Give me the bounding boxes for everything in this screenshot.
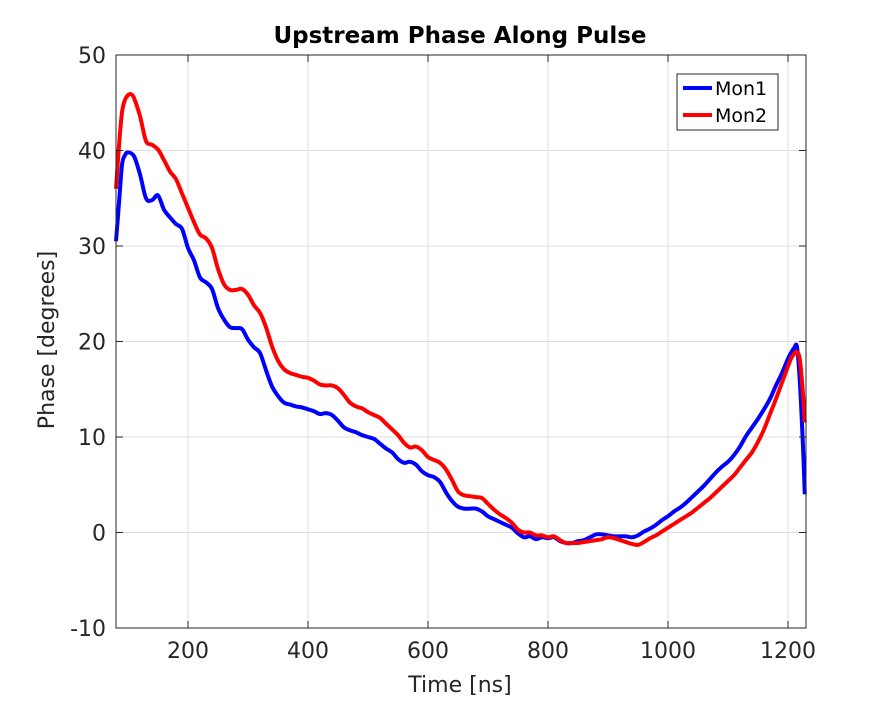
axis-ticks	[116, 54, 806, 629]
y-tick-label: 10	[78, 426, 106, 451]
y-tick-labels: -10 0 10 20 30 40 50	[70, 44, 106, 642]
y-tick-label: 50	[78, 44, 106, 69]
series-line-mon1	[114, 150, 807, 546]
chart-title: Upstream Phase Along Pulse	[273, 23, 646, 49]
x-tick-label: 800	[527, 639, 569, 664]
legend: Mon1 Mon2	[676, 73, 779, 131]
y-tick-label: 40	[78, 140, 106, 165]
x-tick-label: 1200	[760, 639, 816, 664]
legend-label-mon1: Mon1	[715, 78, 767, 100]
y-axis-label: Phase [degrees]	[35, 251, 60, 429]
x-tick-label: 400	[287, 639, 329, 664]
y-tick-label: 20	[78, 331, 106, 356]
x-tick-labels: 200 400 600 800 1000 1200	[167, 639, 816, 664]
x-axis-label: Time [ns]	[407, 673, 511, 698]
y-tick-label: -10	[70, 617, 106, 642]
series-line-mon2	[114, 91, 807, 547]
series-lines	[114, 91, 807, 547]
y-tick-label: 0	[92, 522, 106, 547]
y-tick-label: 30	[78, 235, 106, 260]
x-tick-label: 600	[407, 639, 449, 664]
legend-label-mon2: Mon2	[715, 105, 767, 127]
x-tick-label: 200	[167, 639, 209, 664]
x-tick-label: 1000	[640, 639, 696, 664]
legend-box	[676, 73, 779, 131]
